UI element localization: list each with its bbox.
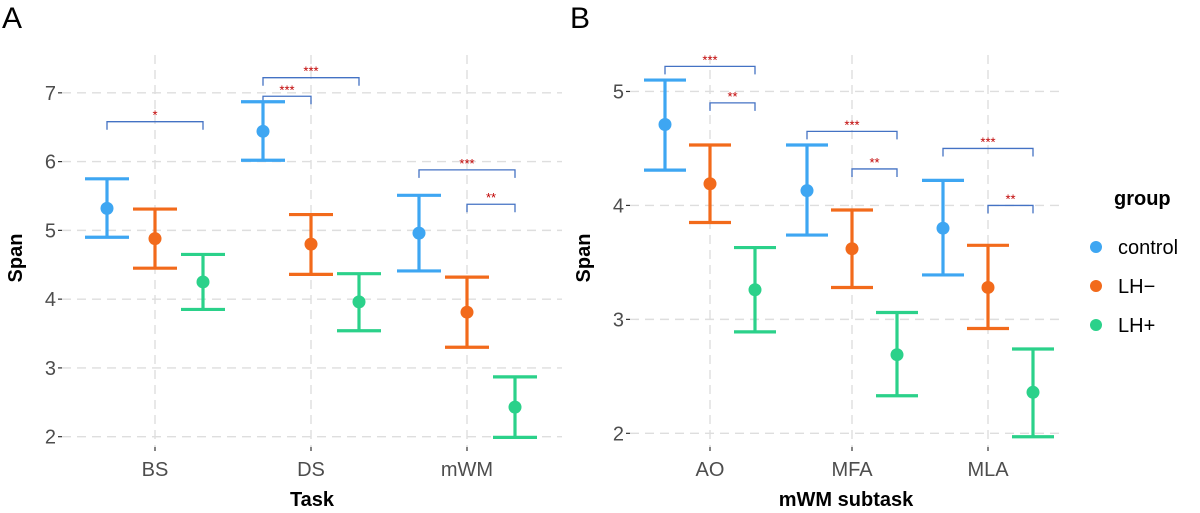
panel-b-ao-control-mean-point (658, 118, 672, 132)
panel-b-sig-label-1: ** (727, 89, 737, 104)
panel-b-xtick-label-ao: AO (696, 459, 725, 481)
panel-a-bs-lh-plus-mean-point (196, 275, 210, 289)
panel-a-sig-bracket-4 (466, 203, 516, 213)
legend-swatch-control (1090, 241, 1102, 253)
panel-a-ds-lh-minus-mean-point (304, 237, 318, 251)
panel-b-xtick-label-mla: MLA (967, 459, 1009, 481)
panel-b-sig-label-3: ** (869, 155, 879, 170)
panel-a-xtick-label-ds: DS (297, 459, 325, 481)
panel-a-sig-label-4: ** (486, 190, 496, 205)
panel-a-mwm-lh-plus-mean-point (508, 400, 522, 414)
panel-a-ds-lh-plus-mean-point (352, 295, 366, 309)
panel-b-sig-bracket-2 (806, 130, 898, 140)
panel-b-y-title: Span (573, 234, 595, 283)
panel-a-ytick-label-7: 7 (45, 83, 56, 105)
panel-a-ytick-label-2: 2 (45, 427, 56, 449)
panel-b-y-axis: 2 3 4 5 (613, 81, 630, 445)
panel-b-mfa-lh-plus-mean-point (890, 348, 904, 362)
panel-b-xtick-label-mfa: MFA (831, 459, 873, 481)
panel-b-mfa-lh-minus-mean-point (845, 242, 859, 256)
panel-a-ytick-label-4: 4 (45, 289, 56, 311)
panel-b-mfa-control-mean-point (800, 184, 814, 198)
panel-a-sig-label-2: *** (303, 64, 318, 79)
legend-title: group (1114, 188, 1171, 210)
legend-swatch-lh-minus (1090, 280, 1102, 292)
panel-a-significance: ************ (106, 64, 516, 213)
panel-a-ytick-label-6: 6 (45, 152, 56, 174)
panel-a-sig-bracket-3 (418, 169, 516, 178)
panel-a-mwm-lh-minus-mean-point (460, 305, 474, 319)
panel-a-x-axis: BS DS mWM (142, 447, 493, 481)
panel-a-mwm-control-mean-point (412, 226, 426, 240)
panel-a-ytick-label-3: 3 (45, 358, 56, 380)
panel-a-sig-label-3: *** (459, 156, 474, 171)
panel-b-ao-lh-plus-mean-point (748, 283, 762, 297)
panel-b-sig-bracket-0 (664, 65, 756, 75)
panel-a-xtick-label-mwm: mWM (441, 459, 493, 481)
panel-b-significance: *************** (664, 52, 1034, 214)
panel-b-sig-label-4: *** (980, 134, 995, 149)
legend-label-control: control (1118, 237, 1178, 259)
panel-a-bs-lh-minus-mean-point (148, 232, 162, 246)
panel-b-sig-label-0: *** (702, 52, 717, 67)
panel-b-sig-label-2: *** (844, 117, 859, 132)
panel-b-mla-lh-minus-mean-point (981, 280, 995, 294)
panel-b-x-axis: AO MFA MLA (696, 447, 1009, 481)
panel-a-ytick-label-5: 5 (45, 220, 56, 242)
panel-a-xtick-label-bs: BS (142, 459, 169, 481)
panel-b-letter: B (570, 2, 590, 35)
panel-b-sig-label-5: ** (1005, 191, 1015, 206)
panel-a-sig-label-1: *** (279, 82, 294, 97)
panel-b-mla-control-mean-point (936, 221, 950, 235)
panel-a-marks (85, 100, 537, 439)
panel-b-mla-lh-plus-mean-point (1026, 385, 1040, 399)
panel-b-x-title: mWM subtask (779, 489, 914, 511)
panel-b-ao-lh-minus-mean-point (703, 177, 717, 191)
panel-a-sig-bracket-0 (106, 121, 204, 130)
panel-b-marks (644, 78, 1054, 439)
panel-a-sig-label-0: * (152, 108, 157, 123)
panel-b-sig-bracket-1 (709, 102, 756, 111)
panel-b-sig-bracket-4 (942, 147, 1034, 157)
legend-label-lh-plus: LH+ (1118, 315, 1155, 337)
panel-b-ytick-label-5: 5 (613, 81, 624, 103)
panel-b-sig-bracket-3 (851, 168, 898, 177)
panel-a-letter: A (2, 2, 22, 35)
legend-swatch-lh-plus (1090, 319, 1102, 331)
panel-a-y-title: Span (5, 234, 27, 283)
panel-a-ds-control-mean-point (256, 124, 270, 138)
panel-a-bs-control-mean-point (100, 201, 114, 215)
legend: group control LH− LH+ (1090, 188, 1178, 337)
panel-b-ytick-label-3: 3 (613, 309, 624, 331)
panel-a-x-title: Task (290, 489, 335, 511)
panel-b-sig-bracket-5 (987, 204, 1034, 214)
panel-b-ytick-label-2: 2 (613, 423, 624, 445)
panel-b-ytick-label-4: 4 (613, 195, 624, 217)
legend-label-lh-minus: LH− (1118, 276, 1155, 298)
panel-a-y-axis: 2 3 4 5 6 7 (45, 83, 62, 449)
panel-a-sig-bracket-2 (262, 77, 360, 86)
